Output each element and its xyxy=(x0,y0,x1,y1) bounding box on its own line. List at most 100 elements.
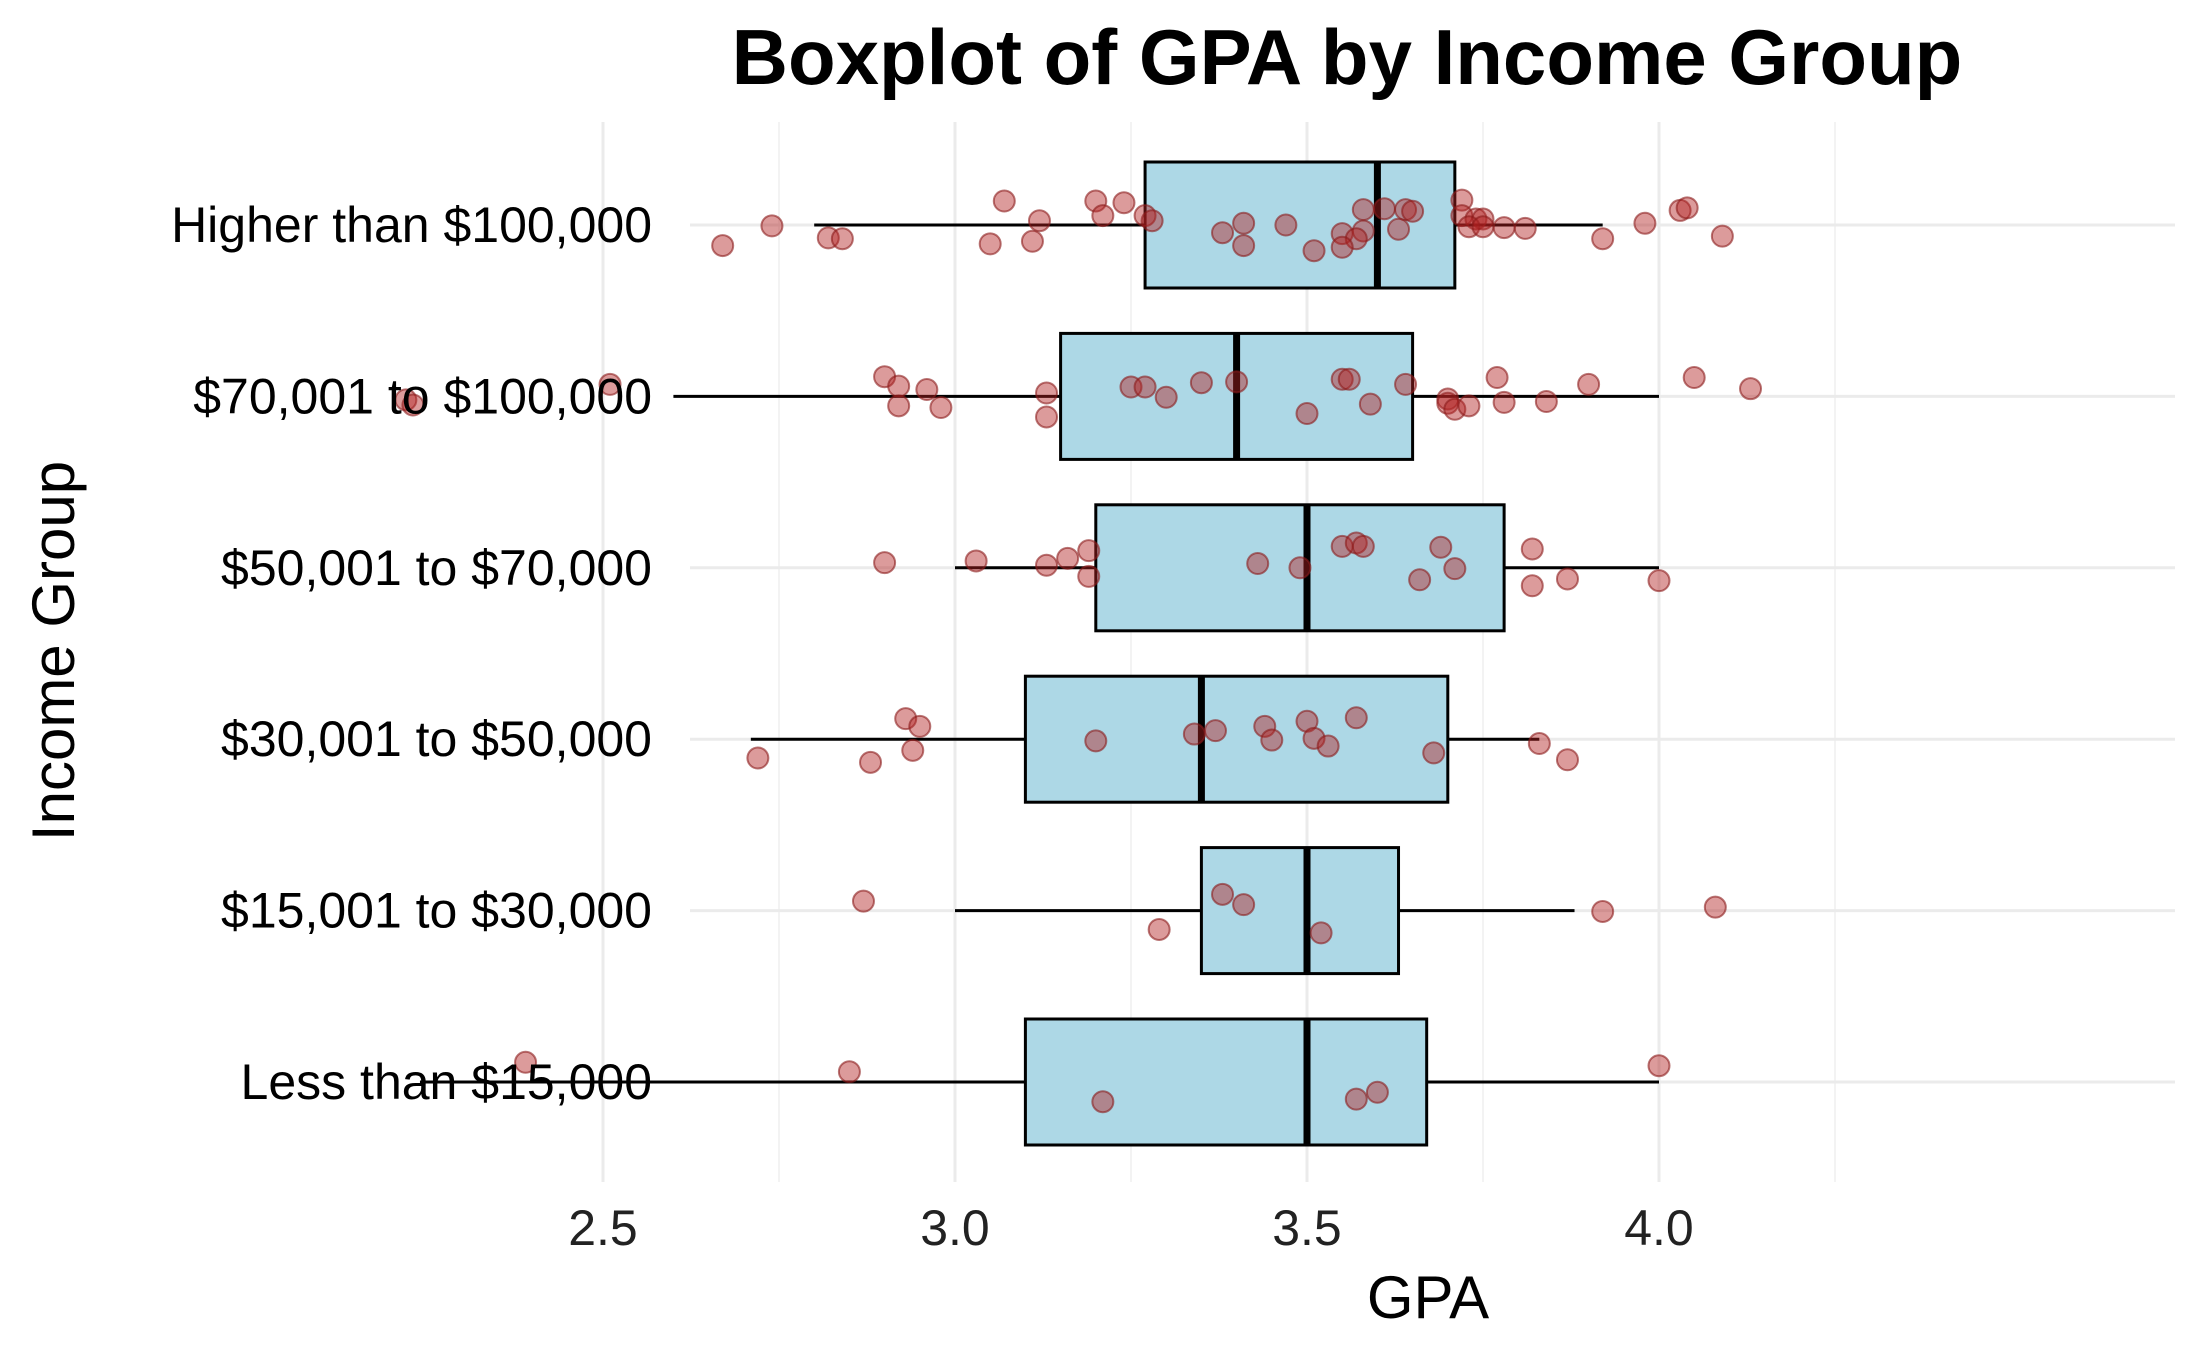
data-point xyxy=(1344,706,1368,730)
data-point xyxy=(1682,366,1706,390)
data-point xyxy=(1365,1080,1389,1104)
data-point xyxy=(915,378,939,402)
data-point xyxy=(859,750,883,774)
data-point xyxy=(1091,1090,1115,1114)
data-point xyxy=(1056,546,1080,570)
data-point xyxy=(1710,224,1734,248)
x-tick-label: 3.5 xyxy=(1272,1200,1342,1256)
data-point xyxy=(1647,569,1671,593)
data-point xyxy=(1140,209,1164,233)
data-point xyxy=(1351,534,1375,558)
data-point xyxy=(1260,728,1284,752)
data-point xyxy=(1485,366,1509,390)
data-point xyxy=(1302,726,1326,750)
y-category-label: Higher than $100,000 xyxy=(171,197,652,253)
data-point xyxy=(1358,392,1382,416)
x-axis-title: GPA xyxy=(1367,1264,1489,1331)
y-category-label: $70,001 to $100,000 xyxy=(193,368,652,424)
data-point xyxy=(1211,882,1235,906)
data-point xyxy=(887,394,911,418)
iqr-box xyxy=(1094,503,1506,633)
data-point xyxy=(1513,216,1537,240)
data-point xyxy=(1154,385,1178,409)
x-tick-label: 4.0 xyxy=(1624,1200,1694,1256)
data-point xyxy=(1211,221,1235,245)
data-point xyxy=(1555,567,1579,591)
data-point xyxy=(1591,899,1615,923)
data-point xyxy=(992,189,1016,213)
data-point xyxy=(964,549,988,573)
y-category-label: $30,001 to $50,000 xyxy=(221,711,652,767)
data-point xyxy=(1232,234,1256,258)
y-category-label: $15,001 to $30,000 xyxy=(221,883,652,939)
data-point xyxy=(1091,204,1115,228)
data-point xyxy=(1372,197,1396,221)
y-category-label: Less than $15,000 xyxy=(241,1054,652,1110)
data-point xyxy=(1295,402,1319,426)
data-point xyxy=(1253,714,1277,738)
data-point xyxy=(978,232,1002,256)
data-point xyxy=(830,227,854,251)
data-point xyxy=(1112,191,1136,215)
data-point xyxy=(1035,381,1059,405)
data-point xyxy=(1591,227,1615,251)
data-point xyxy=(1429,535,1453,559)
data-point xyxy=(873,551,897,575)
data-point xyxy=(887,374,911,398)
data-point xyxy=(1344,227,1368,251)
data-point xyxy=(1351,198,1375,222)
data-point xyxy=(598,372,622,396)
data-point xyxy=(1084,729,1108,753)
data-point xyxy=(908,714,932,738)
data-point xyxy=(1035,553,1059,577)
data-point xyxy=(1443,397,1467,421)
data-point xyxy=(711,234,735,258)
data-point xyxy=(1492,390,1516,414)
y-category-label: $50,001 to $70,000 xyxy=(221,540,652,596)
y-axis-title: Income Group xyxy=(20,461,87,841)
data-point xyxy=(1394,372,1418,396)
data-point xyxy=(1316,734,1340,758)
data-point xyxy=(1330,235,1354,259)
data-point xyxy=(1077,564,1101,588)
data-point xyxy=(1534,390,1558,414)
data-point xyxy=(1344,1087,1368,1111)
data-point xyxy=(1232,211,1256,235)
data-point xyxy=(1471,207,1495,231)
x-tick-label: 3.0 xyxy=(920,1200,990,1256)
data-point xyxy=(894,707,918,731)
iqr-box xyxy=(1023,674,1450,804)
data-point xyxy=(1203,719,1227,743)
data-point xyxy=(514,1050,538,1074)
data-point xyxy=(1555,748,1579,772)
data-point xyxy=(1027,209,1051,233)
data-point xyxy=(1020,229,1044,253)
chart-title: Boxplot of GPA by Income Group xyxy=(732,13,1963,101)
data-point xyxy=(1189,371,1213,395)
data-point xyxy=(851,889,875,913)
data-point xyxy=(1084,189,1108,213)
data-point xyxy=(1675,196,1699,220)
data-point xyxy=(1457,394,1481,418)
data-point xyxy=(1633,211,1657,235)
data-point xyxy=(1647,1054,1671,1078)
data-point xyxy=(1274,213,1298,237)
data-point xyxy=(1133,375,1157,399)
data-point xyxy=(1077,539,1101,563)
data-point xyxy=(929,396,953,420)
data-point xyxy=(1492,216,1516,240)
data-point xyxy=(1443,557,1467,581)
data-point xyxy=(1246,552,1270,576)
data-point xyxy=(1302,239,1326,263)
data-point xyxy=(1408,568,1432,592)
data-point xyxy=(1520,574,1544,598)
data-point xyxy=(1330,367,1354,391)
data-point xyxy=(1232,893,1256,917)
data-point xyxy=(1577,372,1601,396)
data-point xyxy=(1288,556,1312,580)
data-point xyxy=(1739,377,1763,401)
data-point xyxy=(1182,722,1206,746)
data-point xyxy=(1225,370,1249,394)
iqr-box xyxy=(1143,160,1457,290)
